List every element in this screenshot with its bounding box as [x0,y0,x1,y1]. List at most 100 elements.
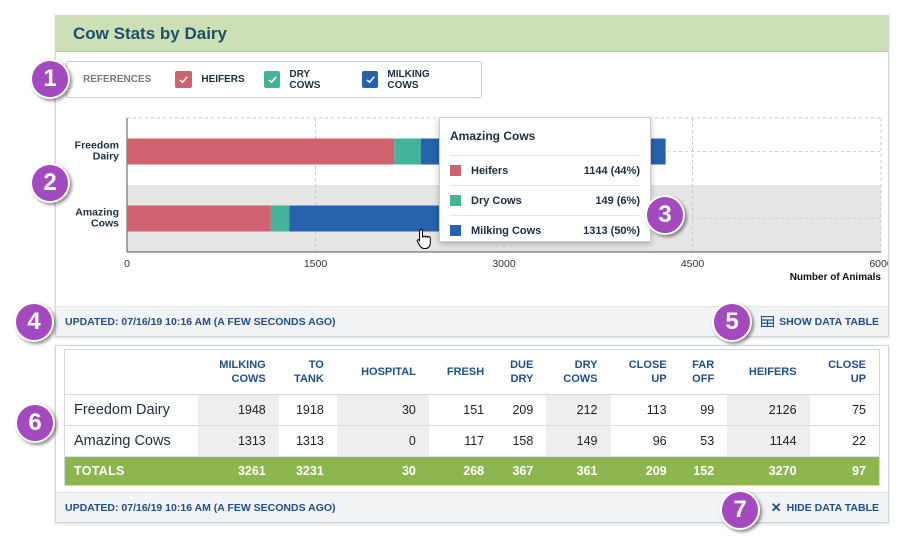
bar-segment [270,205,290,232]
table-cell: 1948 [198,394,279,426]
data-table-card: MILKING COWS TO TANK HOSPITAL FRESH DUE DRY DRY C… [55,345,889,523]
row-name-cell: Amazing Cows [64,425,198,457]
table-cell: 3231 [278,456,337,486]
callout-badge-2: 2 [30,163,70,203]
data-table: MILKING COWS TO TANK HOSPITAL FRESH DUE DRY DRY C… [64,349,880,486]
x-tick-label: 4500 [681,258,705,270]
table-cell: 152 [679,456,728,486]
tooltip-swatch [450,225,461,236]
table-cell: 96 [610,425,680,457]
y-category-label: Freedom Dairy [75,140,120,163]
table-header-row: MILKING COWS TO TANK HOSPITAL FRESH DUE DRY DRY C… [64,349,880,395]
table-cell: 0 [336,425,429,457]
checkbox-icon[interactable] [175,71,193,88]
checkbox-icon[interactable] [263,71,281,88]
column-header: TO TANK [278,349,337,395]
table-cell: 1313 [278,425,337,457]
table-cell: 151 [428,394,498,426]
table-cell: 361 [546,456,611,486]
column-header: CLOSE UP [809,349,880,395]
bar-segment [289,205,455,232]
table-cell: 209 [497,394,547,426]
table-cell: 113 [610,394,680,426]
legend-item-heifers[interactable]: HEIFERS [175,71,245,88]
table-cell: 1918 [278,394,337,426]
table-row: Amazing Cows 1313 1313 0 117 158 149 96 53 1144 22 [64,425,880,457]
table-footer: UPDATED: 07/16/19 10:16 AM (A FEW SECOND… [56,492,888,522]
legend: REFERENCES HEIFERS DRY COWS MILKING COWS [66,61,482,98]
table-cell: 1313 [198,425,279,457]
column-header: HOSPITAL [336,349,429,395]
table-cell: 75 [809,394,880,426]
tooltip-swatch [450,195,461,206]
table-cell: 117 [428,425,498,457]
table-cell: 97 [809,456,880,486]
table-cell: 158 [497,425,547,457]
cow-stats-card: Cow Stats by Dairy REFERENCES HEIFERS DR… [55,15,889,337]
table-icon [761,316,775,327]
column-header: MILKING COWS [198,349,279,395]
card-title: Cow Stats by Dairy [73,23,227,43]
table-cell: 1144 [727,425,810,457]
card-footer: UPDATED: 07/16/19 10:16 AM (A FEW SECOND… [56,306,888,336]
table-row: Freedom Dairy 1948 1918 30 151 209 212 113 99 212… [64,394,880,426]
table-cell: 149 [546,425,611,457]
tooltip-row: Milking Cows 1313 (50%) [450,216,640,245]
legend-title: REFERENCES [83,74,152,85]
updated-timestamp: UPDATED: 07/16/19 10:16 AM (A FEW SECOND… [65,315,336,328]
column-header: DUE DRY [497,349,547,395]
table-cell: 209 [610,456,680,486]
table-cell: 30 [336,394,429,426]
chart-tooltip: Amazing Cows Heifers 1144 (44%) Dry Cows… [439,117,651,242]
tooltip-row-name: Heifers [471,164,509,177]
show-data-table-button[interactable]: SHOW DATA TABLE [761,316,879,328]
bar-segment [394,138,421,165]
bar-segment [127,205,271,232]
x-axis-label: Number of Animals [790,272,882,283]
table-cell: 22 [809,425,880,457]
hand-cursor-icon [416,228,431,249]
table-cell: 30 [336,456,429,486]
x-tick-label: 0 [124,258,130,270]
tooltip-row-name: Dry Cows [471,194,522,207]
column-header: DRY COWS [546,349,611,395]
legend-label: MILKING COWS [387,68,430,91]
hide-data-table-label: HIDE DATA TABLE [786,501,879,514]
x-tick-label: 3000 [492,258,516,270]
tooltip-row: Dry Cows 149 (6%) [450,186,640,216]
totals-row: TOTALS 3261 3231 30 268 367 361 209 152 3270 97 [64,456,880,486]
table-cell: 3270 [727,456,810,486]
table-cell: 99 [679,394,728,426]
tooltip-row-value: 149 (6%) [595,194,640,207]
card-header: Cow Stats by Dairy [56,16,888,52]
table-cell: 367 [497,456,547,486]
callout-badge-1: 1 [30,59,70,99]
callout-badge-5: 5 [712,302,752,342]
updated-timestamp: UPDATED: 07/16/19 10:16 AM (A FEW SECOND… [65,501,336,514]
callout-badge-7: 7 [720,490,760,530]
column-header: FRESH [428,349,498,395]
show-data-table-label: SHOW DATA TABLE [779,315,879,328]
hide-data-table-button[interactable]: ✕ HIDE DATA TABLE [771,500,879,516]
row-name-cell: TOTALS [64,456,198,486]
callout-badge-6: 6 [15,403,55,443]
table-cell: 53 [679,425,728,457]
tooltip-title: Amazing Cows [450,118,640,156]
column-header [64,349,198,395]
tooltip-swatch [450,165,461,176]
table-cell: 2126 [727,394,810,426]
column-header: FAR OFF [679,349,728,395]
checkbox-icon[interactable] [361,71,379,88]
row-name-cell: Freedom Dairy [64,394,198,426]
legend-item-milking-cows[interactable]: MILKING COWS [361,68,462,91]
tooltip-row-name: Milking Cows [471,224,542,237]
y-category-label: Amazing Cows [75,207,119,230]
tooltip-row: Heifers 1144 (44%) [450,156,640,186]
callout-badge-4: 4 [14,302,54,342]
legend-item-dry-cows[interactable]: DRY COWS [263,69,343,91]
x-tick-label: 1500 [304,258,328,270]
tooltip-row-value: 1144 (44%) [583,164,640,177]
column-header: CLOSE UP [610,349,680,395]
column-header: HEIFERS [727,349,810,395]
tooltip-row-value: 1313 (50%) [583,224,640,237]
